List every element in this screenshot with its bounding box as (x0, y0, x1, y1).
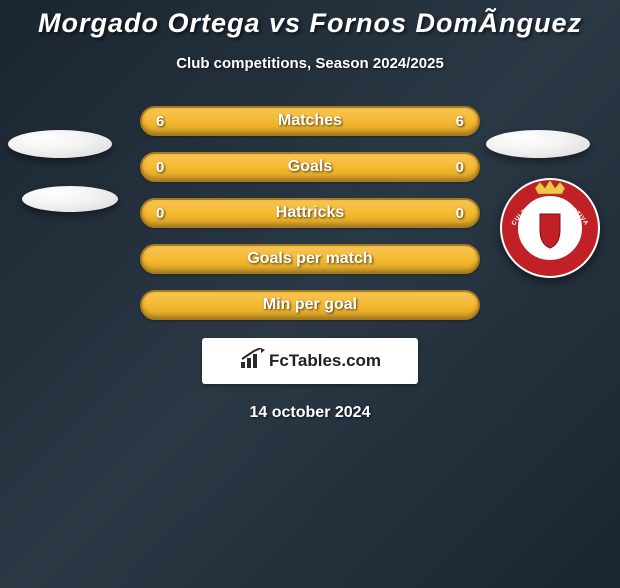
stat-bar: Goals per match (140, 244, 480, 274)
stat-label: Goals per match (247, 250, 372, 268)
date-text: 14 october 2024 (0, 404, 620, 422)
decorative-ellipse (22, 186, 118, 212)
stat-left-value: 0 (156, 205, 164, 222)
watermark-text: FcTables.com (269, 351, 381, 371)
stat-bar: Min per goal (140, 290, 480, 320)
page-subtitle: Club competitions, Season 2024/2025 (0, 55, 620, 72)
stat-bar: Hattricks 0 0 (140, 198, 480, 228)
club-badge: CULTURAL Y DEPORTIVALEONESA (500, 178, 600, 278)
stat-label: Min per goal (263, 296, 357, 314)
watermark: FcTables.com (202, 338, 418, 384)
stat-row: Min per goal (0, 290, 620, 320)
stat-right-value: 6 (456, 113, 464, 130)
stat-right-value: 0 (456, 205, 464, 222)
chart-icon (239, 348, 265, 375)
stat-label: Hattricks (276, 204, 344, 222)
decorative-ellipse (486, 130, 590, 158)
stat-bar: Matches 6 6 (140, 106, 480, 136)
stat-label: Goals (288, 158, 332, 176)
stat-bar: Goals 0 0 (140, 152, 480, 182)
stat-left-value: 0 (156, 159, 164, 176)
decorative-ellipse (8, 130, 112, 158)
stat-right-value: 0 (456, 159, 464, 176)
stat-label: Matches (278, 112, 342, 130)
page-title: Morgado Ortega vs Fornos DomÃ­nguez (0, 8, 620, 39)
stat-left-value: 6 (156, 113, 164, 130)
